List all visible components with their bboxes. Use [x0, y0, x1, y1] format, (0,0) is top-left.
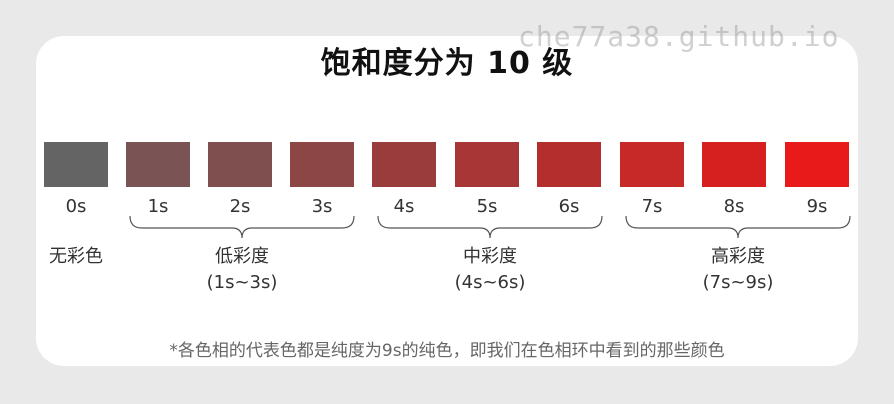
level-label: 3s [311, 196, 333, 217]
swatch-0s [44, 142, 108, 187]
level-label: 7s [641, 196, 663, 217]
level-label: 9s [806, 196, 828, 217]
achromatic-name: 无彩色 [49, 246, 103, 267]
swatch-7s [620, 142, 684, 187]
level-label: 6s [558, 196, 580, 217]
group-mid: 中彩度 (4s~6s) [440, 244, 540, 296]
watermark: che77a38.github.io [518, 20, 840, 53]
group-name: 低彩度 [215, 246, 269, 267]
group-high: 高彩度 (7s~9s) [688, 244, 788, 296]
swatch-3s [290, 142, 354, 187]
swatch-6s [537, 142, 601, 187]
level-label: 1s [147, 196, 169, 217]
level-label: 8s [723, 196, 745, 217]
group-name: 高彩度 [711, 246, 765, 267]
group-name: 中彩度 [463, 246, 517, 267]
bracket-high [625, 215, 851, 239]
group-range: (1s~3s) [206, 272, 278, 293]
level-label: 0s [65, 196, 87, 217]
level-label: 5s [476, 196, 498, 217]
content-card [36, 36, 858, 366]
level-label: 4s [393, 196, 415, 217]
swatch-4s [372, 142, 436, 187]
group-range: (4s~6s) [454, 272, 526, 293]
swatch-9s [785, 142, 849, 187]
swatch-5s [455, 142, 519, 187]
swatch-2s [208, 142, 272, 187]
level-label: 2s [229, 196, 251, 217]
group-low: 低彩度 (1s~3s) [192, 244, 292, 296]
page-title: 饱和度分为 10 级 [320, 46, 574, 81]
swatch-8s [702, 142, 766, 187]
footnote: *各色相的代表色都是纯度为9s的纯色，即我们在色相环中看到的那些颜色 [169, 341, 725, 361]
swatch-1s [126, 142, 190, 187]
bracket-low [129, 215, 355, 239]
achromatic-label: 无彩色 [36, 244, 116, 270]
bracket-mid [377, 215, 603, 239]
group-range: (7s~9s) [702, 272, 774, 293]
